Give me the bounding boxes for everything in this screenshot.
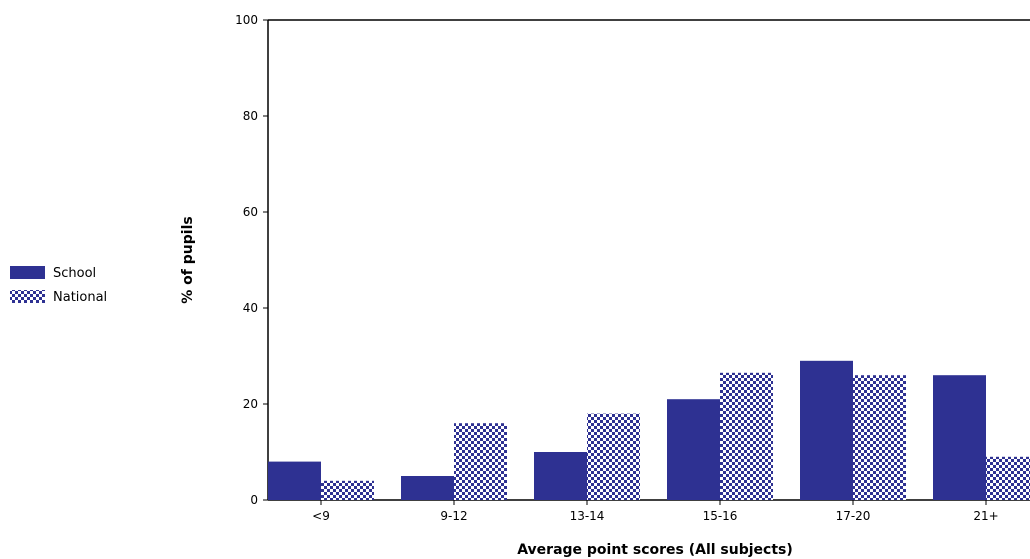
- y-axis-title: % of pupils: [180, 216, 196, 303]
- y-tick-label: 0: [250, 493, 258, 507]
- x-tick-label: 9-12: [440, 509, 467, 523]
- x-tick-label: 15-16: [703, 509, 738, 523]
- bars: [268, 360, 1030, 500]
- bar-school-3: [667, 399, 720, 500]
- legend-swatch-national: [10, 290, 45, 303]
- bar-national-2: [587, 413, 640, 500]
- bar-national-5: [986, 456, 1030, 500]
- x-tick-label: 17-20: [836, 509, 871, 523]
- y-axis-ticks: 0 20 40 60 80 100: [235, 13, 268, 507]
- bar-national-1: [454, 423, 507, 500]
- y-tick-label: 40: [243, 301, 258, 315]
- bar-national-3: [720, 372, 773, 500]
- x-axis-title: Average point scores (All subjects): [517, 542, 793, 558]
- x-axis-ticks: <9 9-12 13-14 15-16 17-20 21+: [312, 500, 999, 523]
- y-tick-label: 20: [243, 397, 258, 411]
- x-tick-label: <9: [312, 509, 330, 523]
- y-tick-label: 60: [243, 205, 258, 219]
- bar-school-4: [800, 360, 853, 500]
- legend: School National: [10, 266, 107, 305]
- bar-school-2: [534, 452, 587, 500]
- x-tick-label: 21+: [973, 509, 998, 523]
- bar-school-0: [268, 461, 321, 500]
- bar-national-4: [853, 375, 906, 500]
- bar-national-0: [321, 480, 374, 500]
- x-tick-label: 13-14: [570, 509, 605, 523]
- legend-label-national: National: [53, 290, 107, 305]
- y-tick-label: 100: [235, 13, 258, 27]
- y-tick-label: 80: [243, 109, 258, 123]
- legend-label-school: School: [53, 266, 96, 281]
- legend-swatch-school: [10, 266, 45, 279]
- bar-school-5: [933, 375, 986, 500]
- bar-school-1: [401, 476, 454, 500]
